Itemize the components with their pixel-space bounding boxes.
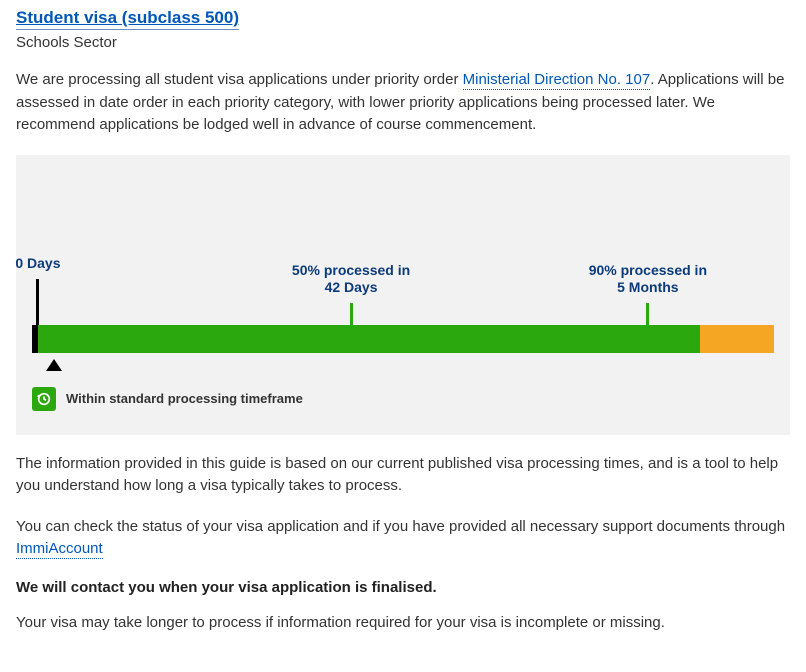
current-position-arrow-icon [46,359,62,371]
legend-text: Within standard processing timeframe [66,391,303,406]
tick-label-line2: 0 Days [0,255,108,273]
intro-paragraph: We are processing all student visa appli… [16,69,790,137]
tick-label-line1: 90% processed in [578,262,718,280]
bar-green-segment [38,325,700,353]
processing-time-chart: 0 Days50% processed in42 Days90% process… [16,155,790,435]
chart-legend: Within standard processing timeframe [32,387,774,411]
immiaccount-link[interactable]: ImmiAccount [16,540,103,559]
page-subtitle: Schools Sector [16,34,790,51]
bar-orange-segment [700,325,774,353]
tick-label-line1: 50% processed in [281,262,421,280]
tick-mark [350,303,353,325]
info-paragraph-3: Your visa may take longer to process if … [16,612,790,635]
chart-tick: 90% processed in5 Months [578,262,718,325]
page-title-link[interactable]: Student visa (subclass 500) [16,8,239,30]
tick-mark [646,303,649,325]
ministerial-direction-link[interactable]: Ministerial Direction No. 107 [463,71,651,90]
tick-label-line2: 5 Months [578,279,718,297]
progress-bar [32,325,774,353]
info-paragraph-2: You can check the status of your visa ap… [16,516,790,561]
tick-mark [36,279,39,325]
info-paragraph-1: The information provided in this guide i… [16,453,790,498]
para2-text-before: You can check the status of your visa ap… [16,518,785,535]
chart-tick: 0 Days [0,238,108,325]
intro-text-before: We are processing all student visa appli… [16,71,463,88]
finalised-notice: We will contact you when your visa appli… [16,579,790,596]
chart-tick: 50% processed in42 Days [281,262,421,325]
clock-icon [32,387,56,411]
tick-label-line2: 42 Days [281,279,421,297]
tick-label-line1 [0,238,108,256]
